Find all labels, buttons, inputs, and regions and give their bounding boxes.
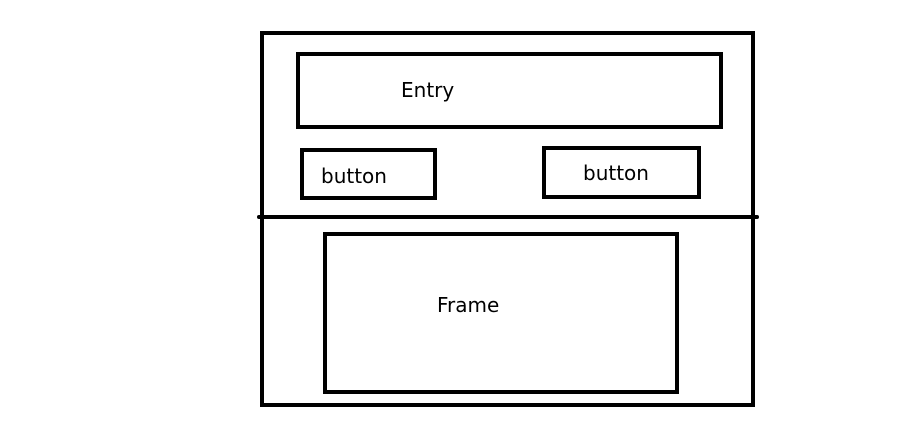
button-right-label: button <box>583 161 649 185</box>
outer-window <box>260 31 755 407</box>
button-left-label: button <box>321 164 387 188</box>
divider-line <box>257 215 759 219</box>
frame-label: Frame <box>437 293 500 317</box>
frame-box <box>323 232 679 394</box>
entry-box[interactable] <box>296 52 723 129</box>
button-right[interactable] <box>542 146 701 199</box>
button-left[interactable] <box>300 148 437 200</box>
entry-label: Entry <box>401 78 455 102</box>
